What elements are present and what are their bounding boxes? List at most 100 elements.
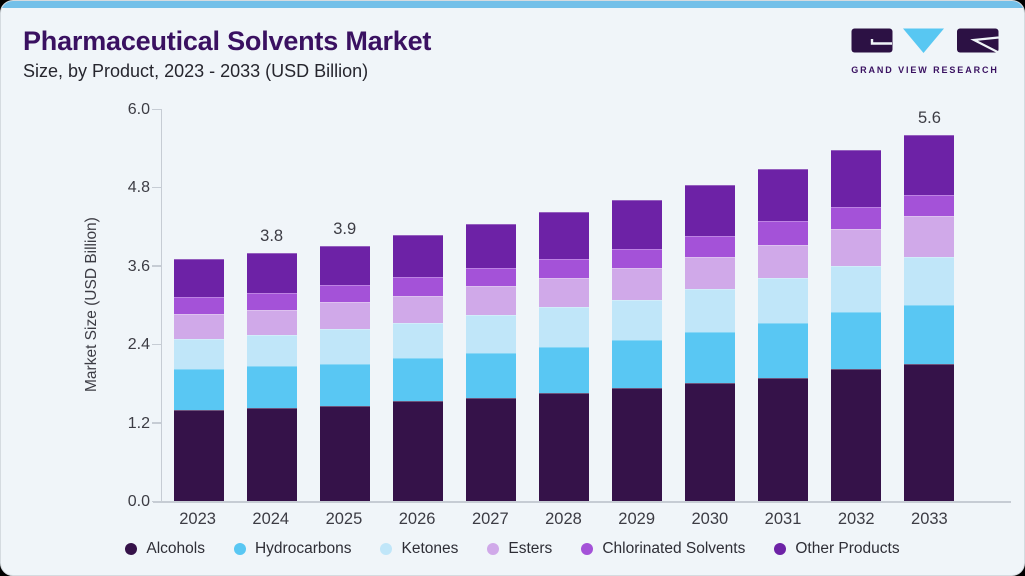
bar-2027	[465, 224, 516, 501]
y-tick-label: 2.4	[127, 336, 150, 354]
bar-segment-chlorinated-solvents	[538, 258, 589, 279]
bar-slot	[162, 109, 235, 501]
bar-segment-other-products	[685, 184, 736, 237]
bar-segment-ketones	[612, 299, 663, 340]
bar-slot	[381, 109, 454, 501]
legend-swatch-ketones	[380, 543, 393, 555]
bar-segment-chlorinated-solvents	[904, 195, 955, 217]
legend-swatch-esters	[487, 543, 500, 555]
bar-segment-other-products	[465, 224, 516, 269]
bar-segment-esters	[685, 257, 736, 290]
bar-slot	[820, 109, 893, 501]
gvr-logo: GRAND VIEW RESEARCH	[850, 28, 1000, 75]
bar-segment-other-products	[246, 252, 297, 293]
x-axis-line	[153, 501, 1011, 503]
bar-segment-hydrocarbons	[612, 339, 663, 388]
bar-slot	[601, 109, 674, 501]
legend-swatch-other-products	[774, 543, 787, 555]
x-tick-label: 2024	[252, 510, 290, 528]
bar-slot: 3.9	[308, 109, 381, 501]
bar-segment-chlorinated-solvents	[246, 292, 297, 310]
bar-segment-esters	[319, 302, 370, 329]
bar-segment-alcohols	[758, 377, 809, 501]
gvr-logo-text: GRAND VIEW RESEARCH	[851, 65, 999, 75]
bar-2030	[685, 184, 736, 501]
bar-slot	[747, 109, 820, 501]
bar-segment-chlorinated-solvents	[319, 284, 370, 303]
bar-segment-hydrocarbons	[904, 305, 955, 365]
x-tick-label: 2031	[764, 510, 802, 528]
y-tick-label: 6.0	[127, 101, 150, 118]
legend-label: Other Products	[795, 540, 900, 557]
bar-value-label: 5.6	[917, 109, 941, 128]
bar-segment-esters	[612, 267, 663, 300]
bar-segment-other-products	[831, 149, 882, 208]
bar-2026	[392, 234, 443, 501]
legend-item-alcohols: Alcohols	[125, 540, 205, 558]
bar-segment-ketones	[904, 257, 955, 306]
x-tick-label: 2033	[911, 510, 948, 528]
bar-segment-hydrocarbons	[319, 363, 370, 406]
y-tick-label: 0.0	[127, 493, 150, 510]
legend-label: Hydrocarbons	[254, 540, 352, 557]
bar-2029	[612, 199, 663, 501]
bar-segment-alcohols	[173, 409, 224, 501]
bar-2032	[831, 149, 882, 501]
bar-segment-hydrocarbons	[392, 357, 443, 402]
bar-segment-esters	[173, 313, 224, 339]
x-tick-label: 2026	[398, 510, 436, 528]
legend: Alcohols Hydrocarbons Ketones Esters Chlorin…	[1, 540, 1024, 558]
bar-segment-ketones	[392, 322, 443, 358]
bar-segment-chlorinated-solvents	[392, 276, 443, 296]
bar-segment-alcohols	[246, 408, 297, 501]
bar-segment-alcohols	[319, 405, 370, 501]
x-axis-labels: 2023 2024 2025 2026 2027 2028 2029 2030 2031 2032…	[161, 510, 966, 532]
bar-segment-hydrocarbons	[538, 346, 589, 394]
bar-segment-other-products	[538, 212, 589, 259]
bar-segment-hydrocarbons	[465, 352, 516, 399]
bar-2033	[904, 135, 955, 501]
bar-segment-chlorinated-solvents	[612, 248, 663, 268]
bar-segment-alcohols	[612, 387, 663, 501]
bar-2024	[246, 252, 297, 501]
legend-swatch-hydrocarbons	[233, 543, 246, 555]
legend-label: Alcohols	[146, 540, 205, 557]
bar-segment-other-products	[392, 234, 443, 277]
bar-segment-other-products	[612, 199, 663, 249]
y-tick-label: 1.2	[127, 414, 150, 432]
bar-segment-esters	[904, 216, 955, 258]
legend-swatch-chlorinated-solvents	[581, 543, 594, 555]
bar-segment-ketones	[831, 265, 882, 313]
legend-item-ketones: Ketones	[380, 540, 458, 558]
x-tick-label: 2032	[837, 510, 875, 528]
bar-slot	[454, 109, 527, 501]
bar-slot: 3.8	[235, 109, 308, 501]
legend-label: Chlorinated Solvents	[602, 540, 746, 557]
bar-segment-chlorinated-solvents	[465, 268, 516, 287]
x-tick-label: 2030	[691, 510, 729, 528]
bar-segment-other-products	[904, 135, 955, 196]
bar-segment-esters	[538, 278, 589, 307]
legend-item-other-products: Other Products	[774, 540, 900, 558]
bar-segment-other-products	[319, 246, 370, 285]
bar-segment-other-products	[173, 259, 224, 298]
bar-segment-ketones	[538, 306, 589, 347]
x-tick-label: 2023	[179, 510, 216, 528]
bar-segment-hydrocarbons	[758, 322, 809, 378]
bar-2025	[319, 246, 370, 501]
legend-swatch-alcohols	[125, 543, 138, 555]
bar-segment-alcohols	[538, 393, 589, 501]
bar-segment-hydrocarbons	[173, 369, 224, 410]
bar-segment-esters	[831, 228, 882, 266]
accent-strip	[1, 1, 1024, 8]
y-tick-mark	[152, 422, 161, 424]
bar-segment-hydrocarbons	[685, 331, 736, 384]
bar-segment-chlorinated-solvents	[758, 221, 809, 245]
bar-slot	[527, 109, 600, 501]
bar-segment-hydrocarbons	[246, 366, 297, 409]
legend-item-chlorinated-solvents: Chlorinated Solvents	[581, 540, 745, 558]
bar-segment-ketones	[246, 335, 297, 367]
bar-segment-alcohols	[685, 383, 736, 501]
bar-2028	[538, 212, 589, 501]
